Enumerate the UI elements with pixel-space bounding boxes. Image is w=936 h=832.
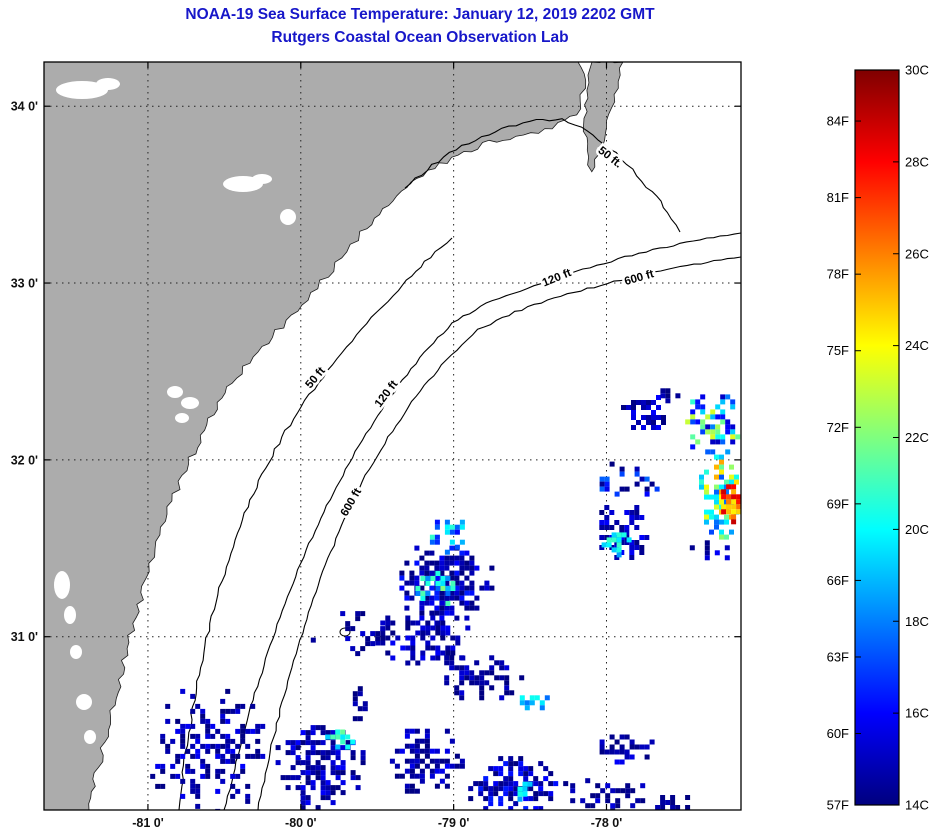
cloud-patch: [54, 571, 70, 599]
colorbar-celsius-label: 20C: [905, 522, 929, 537]
grid-lines: [44, 62, 741, 810]
land-mass: [44, 62, 587, 810]
x-axis-tick-label: -79 0': [438, 816, 469, 830]
map-frame: [43, 61, 742, 811]
colorbar-fahrenheit-label: 72F: [827, 420, 849, 435]
cloud-patch: [252, 174, 272, 184]
colorbar-celsius-label: 28C: [905, 154, 929, 169]
cloud-patch: [56, 81, 108, 99]
x-axis-tick-label: -81 0': [132, 816, 163, 830]
depth-contours: [178, 118, 741, 810]
depth-contour-c120: [223, 232, 741, 810]
cloud-patch: [181, 397, 199, 409]
y-axis-tick-label: 32 0': [11, 453, 38, 467]
colorbar-fahrenheit-label: 60F: [827, 726, 849, 741]
colorbar-fahrenheit-label: 57F: [827, 798, 849, 813]
colorbar-celsius-label: 14C: [905, 798, 929, 813]
cloud-patch: [84, 730, 96, 744]
y-axis-tick-label: 31 0': [11, 630, 38, 644]
colorbar-celsius-label: 26C: [905, 246, 929, 261]
colorbar-fahrenheit-label: 69F: [827, 496, 849, 511]
colorbar-celsius-label: 22C: [905, 430, 929, 445]
depth-contour-c600: [257, 256, 741, 810]
colorbar-celsius-label: 18C: [905, 614, 929, 629]
cloud-patch: [280, 209, 296, 225]
colorbar-celsius-label: 30C: [905, 63, 929, 78]
colorbar-fahrenheit-label: 78F: [827, 267, 849, 282]
cloud-patch: [70, 645, 82, 659]
colorbar-fahrenheit-label: 81F: [827, 190, 849, 205]
cape-peninsula: [582, 62, 624, 173]
axes: -81 0' -80 0' -79 0' -78 0' 34 0' 33 0' 32 0' 3…: [11, 61, 742, 830]
cloud-patch: [76, 694, 92, 710]
cloud-patch: [175, 413, 189, 423]
colorbar-fahrenheit-label: 63F: [827, 649, 849, 664]
colorbar-fahrenheit-label: 66F: [827, 573, 849, 588]
colorbar-celsius-label: 16C: [905, 706, 929, 721]
y-axis-tick-label: 34 0': [11, 100, 38, 114]
colorbar-gradient: [854, 69, 900, 806]
sst-pixel-data: [150, 388, 741, 810]
cloud-patch: [96, 78, 120, 90]
depth-contour-c50b: [178, 237, 453, 810]
x-axis-tick-label: -78 0': [591, 816, 622, 830]
colorbar-fahrenheit-label: 84F: [827, 114, 849, 129]
y-axis-tick-label: 33 0': [11, 277, 38, 291]
colorbar-fahrenheit-label: 75F: [827, 343, 849, 358]
x-axis-tick-label: -80 0': [285, 816, 316, 830]
colorbar-celsius-label: 24C: [905, 338, 929, 353]
colorbar: 30C 28C 26C 24C 22C 20C 18C 16C 14C 84F 81F 78F 75F 7…: [827, 63, 929, 813]
depth-contour-c50a: [404, 118, 681, 233]
cloud-patch: [167, 386, 183, 398]
cloud-patch: [64, 606, 76, 624]
contour-ring: [339, 627, 351, 637]
